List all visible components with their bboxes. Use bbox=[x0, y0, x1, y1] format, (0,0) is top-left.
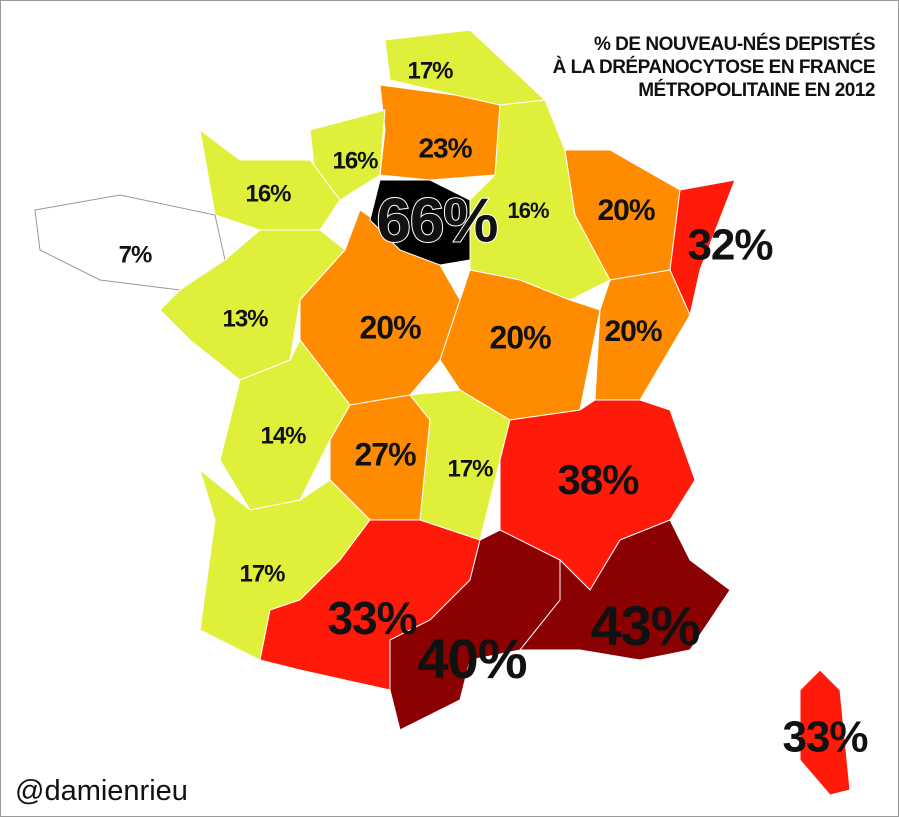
title-line: À LA DRÉPANOCYTOSE EN FRANCE bbox=[553, 56, 875, 78]
region-label: 23% bbox=[418, 132, 472, 163]
region-label: 43% bbox=[590, 594, 699, 657]
region-label: 66% bbox=[376, 186, 497, 255]
region-label: 33% bbox=[782, 713, 867, 762]
region bbox=[199, 128, 341, 231]
region-label: 27% bbox=[354, 436, 416, 472]
region-label: 32% bbox=[687, 221, 772, 270]
title-line: MÉTROPOLITAINE EN 2012 bbox=[638, 79, 875, 101]
region-label: 33% bbox=[327, 592, 416, 644]
region-label: 20% bbox=[597, 194, 654, 227]
region bbox=[379, 84, 501, 181]
region bbox=[409, 389, 511, 541]
region-label: 20% bbox=[359, 309, 421, 345]
region-label: 40% bbox=[417, 627, 526, 690]
region-label: 13% bbox=[222, 305, 268, 332]
region-label: 14% bbox=[260, 422, 306, 449]
region-label: 17% bbox=[239, 560, 285, 587]
region bbox=[518, 519, 731, 661]
labels: 17% 23% 16% 16% 7% 13% 20% 66% 16% 20% 32% 20% 20% 14… bbox=[119, 57, 869, 762]
region bbox=[439, 269, 601, 421]
region-label: 16% bbox=[332, 147, 378, 174]
regions bbox=[34, 29, 851, 796]
region-label: 17% bbox=[447, 455, 493, 482]
credit: @damienrieu bbox=[15, 775, 188, 807]
region bbox=[369, 179, 471, 266]
region bbox=[669, 179, 736, 317]
title-line: % DE NOUVEAU-NÉS DEPISTÉS bbox=[594, 33, 875, 55]
region-label: 16% bbox=[507, 198, 548, 223]
region-label: 38% bbox=[557, 456, 639, 503]
region-label: 16% bbox=[245, 180, 291, 207]
region-label: 20% bbox=[604, 315, 661, 348]
region-label: 20% bbox=[489, 319, 551, 355]
region-label: 7% bbox=[119, 241, 152, 268]
region bbox=[799, 669, 851, 796]
region-label: 17% bbox=[407, 57, 453, 84]
